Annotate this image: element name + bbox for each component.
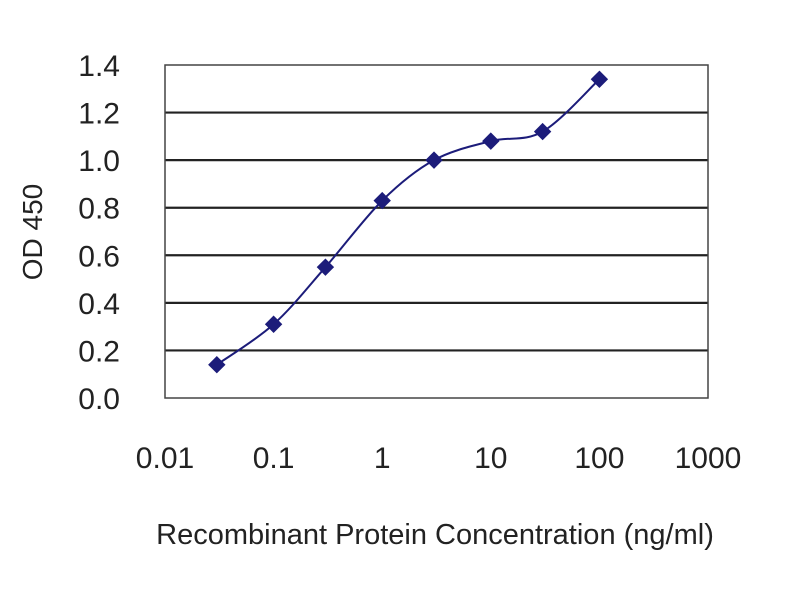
data-point [373, 191, 391, 210]
y-tick-label: 0.4 [78, 288, 120, 321]
x-axis-label: Recombinant Protein Concentration (ng/ml… [156, 519, 714, 551]
x-tick-label: 10 [474, 442, 507, 475]
y-tick-label: 0.6 [78, 240, 120, 273]
x-tick-labels: 0.01 0.1 1 10 100 1000 [136, 442, 742, 475]
y-tick-label: 0.0 [78, 383, 120, 416]
data-point [264, 315, 283, 333]
x-tick-label: 1000 [675, 442, 742, 475]
data-point [316, 258, 335, 276]
data-point [208, 355, 226, 374]
series-layer [208, 70, 609, 374]
y-tick-label: 1.0 [78, 145, 120, 178]
x-tick-label: 0.01 [136, 442, 194, 475]
y-tick-label: 1.2 [78, 98, 120, 131]
data-point [590, 70, 609, 88]
data-point [533, 122, 552, 141]
x-tick-label: 100 [574, 442, 624, 475]
y-tick-label: 0.8 [78, 193, 120, 226]
data-point [482, 132, 500, 150]
y-tick-label: 1.4 [78, 50, 120, 83]
data-point [425, 151, 443, 169]
x-tick-label: 1 [374, 442, 391, 475]
y-tick-label: 0.2 [78, 335, 120, 368]
plot-area-frame [164, 64, 709, 399]
grid-layer [165, 111, 708, 352]
y-axis-label: OD 450 [17, 184, 48, 281]
x-tick-label: 0.1 [253, 442, 295, 475]
y-tick-labels: 0.0 0.2 0.4 0.6 0.8 1.0 1.2 1.4 [78, 50, 120, 416]
